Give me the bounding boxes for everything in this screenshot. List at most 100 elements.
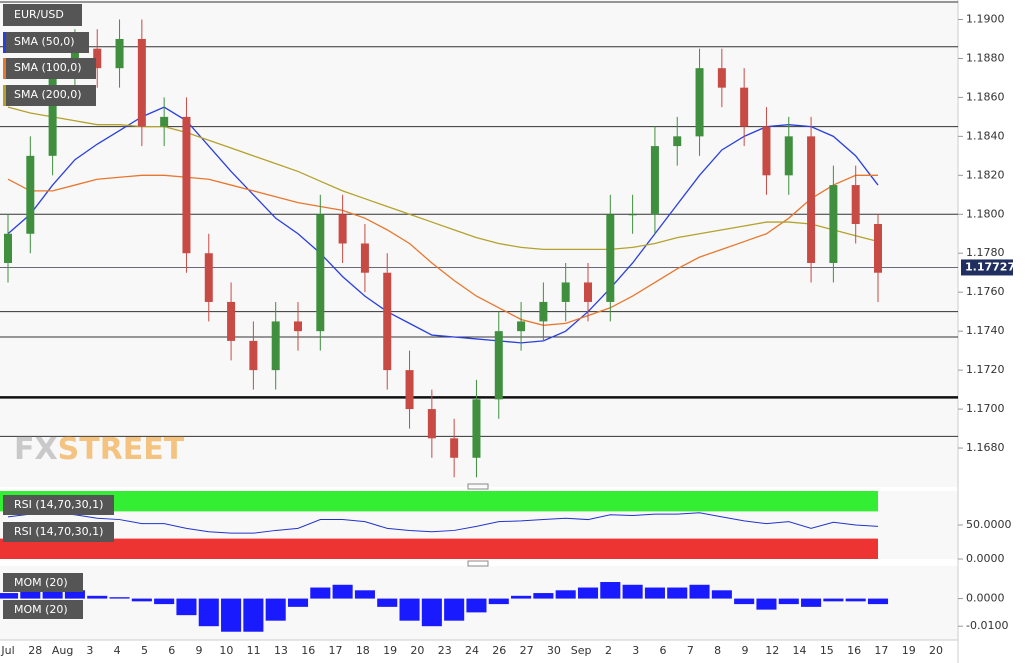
legend-box[interactable]	[3, 522, 114, 542]
x-tick-label: 9	[741, 644, 748, 657]
candle-body	[874, 224, 882, 273]
candle-body	[650, 146, 659, 215]
candle-body	[271, 321, 280, 371]
legend-box[interactable]	[3, 495, 114, 515]
x-tick-label: 7	[687, 644, 694, 657]
x-tick-label: 6	[660, 644, 667, 657]
x-tick-label: Aug	[52, 644, 73, 657]
candle-body	[762, 126, 771, 176]
candle-body	[160, 116, 169, 127]
y-tick-label: 1.1740	[966, 324, 1005, 337]
legend-swatch	[3, 32, 6, 53]
mom-bar	[243, 598, 264, 632]
legend-box[interactable]	[3, 32, 89, 53]
legend-label: EUR/USD	[14, 8, 64, 21]
mom-bar	[756, 598, 777, 610]
x-tick-label: 15	[820, 644, 834, 657]
candle-body	[494, 331, 503, 400]
x-tick-label: Sep	[571, 644, 592, 657]
x-tick-label: 23	[438, 644, 452, 657]
legend-box[interactable]	[3, 4, 82, 26]
mom-bar	[734, 598, 755, 605]
x-tick-label: 30	[547, 644, 561, 657]
y-tick-label: 1.1760	[966, 285, 1005, 298]
candle-body	[807, 136, 816, 263]
overbought-band	[0, 491, 878, 512]
mom-bar	[845, 598, 866, 602]
mom-bar	[689, 584, 710, 599]
oversold-band	[0, 538, 878, 559]
legend-box[interactable]	[3, 85, 96, 106]
candle-body	[294, 321, 302, 332]
y-tick-label: 1.1700	[966, 402, 1005, 415]
x-tick-label: 6	[168, 644, 175, 657]
candle-body	[93, 48, 102, 69]
legend-box[interactable]	[3, 573, 83, 592]
candle-body	[450, 438, 459, 458]
candle-body	[539, 301, 548, 322]
watermark: FXSTREET	[14, 432, 185, 467]
candle-body	[740, 87, 749, 127]
mom-bar	[154, 598, 175, 605]
candle-body	[851, 185, 860, 225]
last-price-label: 1.17727	[965, 260, 1015, 273]
mom-bar	[64, 590, 85, 599]
marks: 1.1680 1.1700 1.1720 1.1740 1.1760 1.1780 1.18…	[0, 1, 1015, 657]
resize-handle[interactable]	[467, 483, 489, 490]
x-tick-label: 5	[141, 644, 148, 657]
mom-bar	[600, 582, 621, 599]
mom-bar	[310, 587, 331, 599]
y-tick-label: 1.1780	[966, 246, 1005, 259]
legend-box[interactable]	[3, 600, 83, 619]
mom-bar	[20, 590, 41, 599]
candle-body	[584, 282, 592, 302]
mom-bar	[221, 598, 242, 632]
y-tick-label: 1.1880	[966, 51, 1005, 64]
candle-body	[673, 136, 682, 147]
mom-bar	[711, 590, 732, 599]
x-tick-label: 20	[410, 644, 424, 657]
candle-body	[628, 214, 637, 216]
x-tick-label: 4	[114, 644, 121, 657]
mom-bar	[265, 598, 286, 621]
y-tick-label: -0.0100	[966, 619, 1008, 632]
x-tick-label: Jul	[0, 644, 14, 657]
x-tick-label: 18	[356, 644, 370, 657]
candle-body	[338, 214, 347, 244]
x-tick-label: 20	[929, 644, 943, 657]
mom-bar	[667, 587, 688, 599]
candle-body	[717, 68, 726, 88]
mom-bar	[87, 595, 108, 599]
candle-body	[517, 321, 526, 332]
x-tick-label: 3	[632, 644, 639, 657]
candle-body	[48, 77, 57, 156]
mom-bar	[577, 587, 599, 599]
mom-bar	[131, 598, 152, 602]
candle-body	[405, 370, 414, 410]
legend-swatch	[3, 58, 6, 79]
mom-bar	[533, 593, 554, 599]
x-tick-label: 13	[274, 644, 288, 657]
candle-body	[829, 185, 838, 263]
y-tick-label: 50.0000	[966, 518, 1012, 531]
rsi-line	[7, 512, 879, 534]
mom-bar	[622, 584, 643, 599]
candle-body	[695, 68, 704, 137]
watermark-part: FX	[14, 432, 58, 467]
x-tick-label: 10	[219, 644, 233, 657]
candle-body	[137, 38, 146, 127]
legend-box[interactable]	[3, 58, 96, 79]
candle-body	[606, 214, 615, 302]
legend-label: SMA (100,0)	[14, 61, 82, 74]
mom-bar	[555, 590, 576, 599]
mom-bar	[377, 598, 398, 607]
last-price-box	[961, 259, 1013, 276]
candle-body	[472, 399, 481, 458]
mom-bar	[511, 595, 532, 599]
mom-bar	[466, 598, 487, 613]
mom-bar	[354, 590, 375, 599]
y-tick-label: 1.1680	[966, 441, 1005, 454]
resize-handle[interactable]	[467, 560, 489, 567]
x-tick-label: 14	[793, 644, 807, 657]
